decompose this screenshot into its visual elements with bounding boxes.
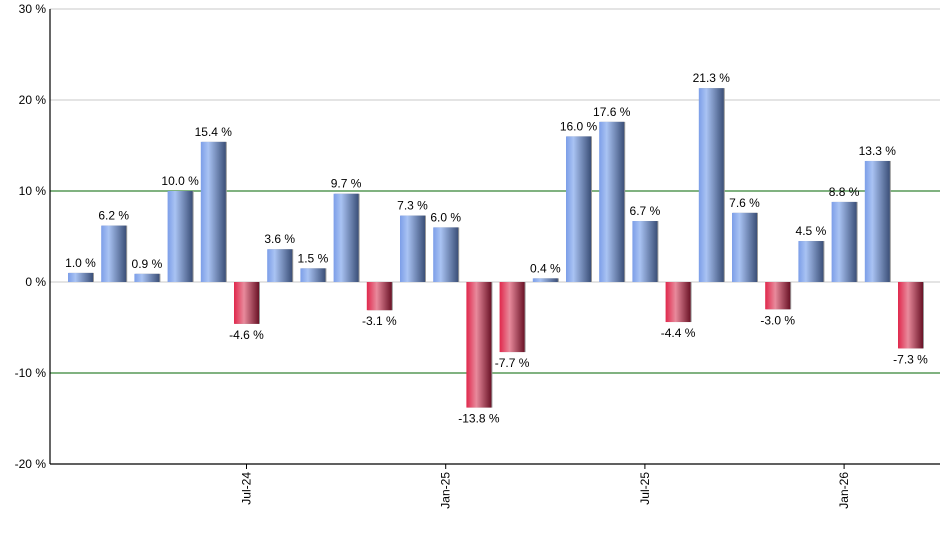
bar (300, 268, 326, 282)
bar (499, 282, 525, 353)
x-tick-label: Jan-26 (837, 472, 851, 509)
data-label: 16.0 % (560, 119, 598, 133)
data-label: 21.3 % (693, 71, 731, 85)
data-label: 13.3 % (859, 144, 897, 158)
y-tick-label: -10 % (15, 366, 47, 380)
bar (234, 282, 259, 324)
data-label: 15.4 % (195, 125, 233, 139)
y-tick-label: -20 % (15, 457, 47, 471)
bar (267, 249, 293, 282)
data-label: -7.7 % (495, 356, 530, 370)
bar (665, 282, 691, 323)
data-label: 1.5 % (298, 251, 329, 265)
data-label: 6.7 % (630, 204, 661, 218)
bar (599, 121, 625, 282)
data-label: -7.3 % (893, 352, 928, 366)
bar (68, 272, 93, 282)
gridlines (50, 8, 940, 374)
bar (632, 221, 658, 282)
data-label: 7.3 % (397, 199, 428, 213)
axes: 30 % 20 % 10 % 0 % -10 % -20 % Jul-24 Jan-25 Jul… (15, 2, 940, 509)
data-label: 1.0 % (65, 256, 96, 270)
bar (366, 282, 392, 311)
bar (532, 278, 558, 282)
data-label: 10.0 % (161, 174, 199, 188)
bar (134, 273, 160, 282)
data-label: 3.6 % (264, 232, 295, 246)
bar (898, 282, 923, 349)
data-label: 8.8 % (829, 185, 860, 199)
data-label: 17.6 % (593, 105, 631, 119)
y-tick-label: 10 % (19, 184, 47, 198)
bar (400, 215, 425, 282)
bar (433, 227, 459, 282)
data-label: -3.0 % (760, 313, 795, 327)
data-label: 6.2 % (98, 209, 129, 223)
bar (167, 191, 193, 282)
y-tick-label: 0 % (25, 275, 46, 289)
x-tick-label: Jul-25 (638, 472, 652, 505)
bar (798, 241, 824, 282)
bar (466, 282, 492, 408)
data-label: -3.1 % (362, 314, 397, 328)
bars: 1.0 % 6.2 % 0.9 % 10.0 % 15.4 % -4.6 % 3.6 %1.… (65, 71, 928, 425)
bar (101, 225, 127, 282)
bar (765, 282, 791, 310)
data-label: -13.8 % (458, 412, 500, 426)
bar (566, 136, 591, 282)
y-tick-label: 30 % (19, 2, 47, 16)
bar (698, 88, 724, 282)
bar (200, 141, 226, 282)
y-tick-label: 20 % (19, 93, 47, 107)
bar (831, 201, 857, 282)
data-label: 0.9 % (132, 257, 163, 271)
data-label: 9.7 % (331, 177, 362, 191)
data-label: 4.5 % (796, 224, 827, 238)
bar (732, 212, 757, 282)
data-label: 0.4 % (530, 261, 561, 275)
x-tick-label: Jan-25 (439, 472, 453, 509)
x-tick-label: Jul-24 (240, 472, 254, 505)
data-label: 6.0 % (430, 210, 461, 224)
bar (864, 160, 890, 282)
bar (333, 193, 359, 282)
data-label: -4.4 % (661, 326, 696, 340)
data-label: -4.6 % (229, 328, 264, 342)
data-label: 7.6 % (729, 196, 760, 210)
